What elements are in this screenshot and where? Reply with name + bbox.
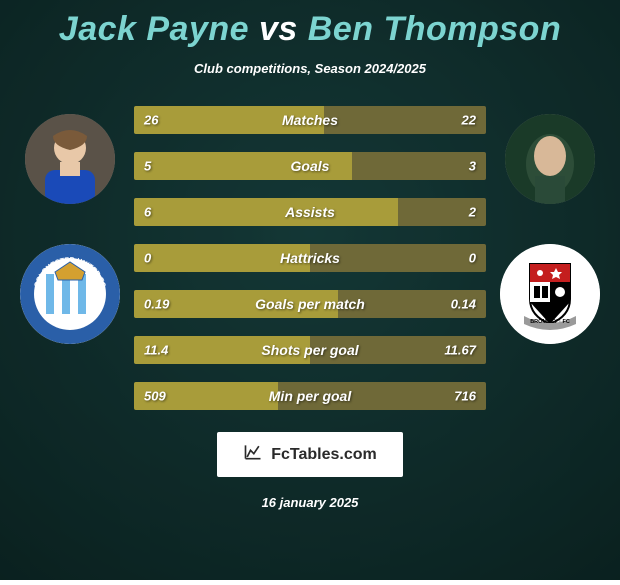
content-root: Jack Payne vs Ben Thompson Club competit… [0, 0, 620, 580]
stat-label: Hattricks [280, 250, 340, 266]
stat-value-right: 2 [469, 205, 476, 220]
stat-value-left: 11.4 [144, 343, 168, 358]
page-title: Jack Payne vs Ben Thompson [59, 10, 561, 49]
stat-value-left: 0 [144, 251, 151, 266]
stat-row: 0.19 0.14 Goals per match [134, 290, 486, 318]
stat-label: Goals per match [255, 296, 365, 312]
stat-label: Shots per goal [261, 342, 358, 358]
stat-row: 26 22 Matches [134, 106, 486, 134]
title-vs: vs [259, 10, 298, 48]
stat-value-right: 11.67 [444, 343, 476, 358]
comparison-layout: COLCHESTER UNITED FC 2622Matches53Goals6… [0, 106, 620, 410]
stat-label: Goals [291, 158, 330, 174]
stat-label: Matches [282, 112, 338, 128]
stat-label: Min per goal [269, 388, 351, 404]
stat-bar-right [352, 152, 486, 180]
stat-value-right: 0.14 [451, 297, 476, 312]
subtitle: Club competitions, Season 2024/2025 [194, 61, 426, 76]
stats-bars: 26 22 Matches 5 3 Goals 6 2 Assists 0 0 Hattricks 0.… [130, 106, 490, 410]
branding-badge: FcTables.com [217, 432, 403, 477]
svg-text:BROMLEY · FC: BROMLEY · FC [530, 319, 570, 325]
date-text: 16 january 2025 [262, 495, 359, 510]
left-side: COLCHESTER UNITED FC [10, 106, 130, 344]
player1-club-crest: COLCHESTER UNITED FC [20, 244, 120, 344]
stat-row: 0 0 Hattricks [134, 244, 486, 272]
stat-value-left: 6 [144, 205, 151, 220]
title-player2: Ben Thompson [308, 10, 561, 48]
player2-avatar [505, 114, 595, 204]
stat-value-left: 0.19 [144, 297, 169, 312]
stat-value-right: 3 [469, 159, 476, 174]
stat-value-left: 26 [144, 113, 158, 128]
stat-bar-left [134, 198, 398, 226]
stat-value-right: 716 [454, 389, 476, 404]
stat-value-left: 5 [144, 159, 151, 174]
player2-club-crest: BROMLEY · FC [500, 244, 600, 344]
stat-row: 509 716 Min per goal [134, 382, 486, 410]
stat-value-right: 22 [462, 113, 476, 128]
player1-avatar [25, 114, 115, 204]
chart-icon [243, 442, 263, 467]
title-player1: Jack Payne [59, 10, 249, 48]
stat-value-left: 509 [144, 389, 166, 404]
stat-row: 6 2 Assists [134, 198, 486, 226]
right-side: BROMLEY · FC [490, 106, 610, 344]
stat-row: 5 3 Goals [134, 152, 486, 180]
stat-row: 11.4 11.67 Shots per goal [134, 336, 486, 364]
stat-label: Assists [285, 204, 335, 220]
branding-text: FcTables.com [271, 446, 377, 464]
stat-value-right: 0 [469, 251, 476, 266]
